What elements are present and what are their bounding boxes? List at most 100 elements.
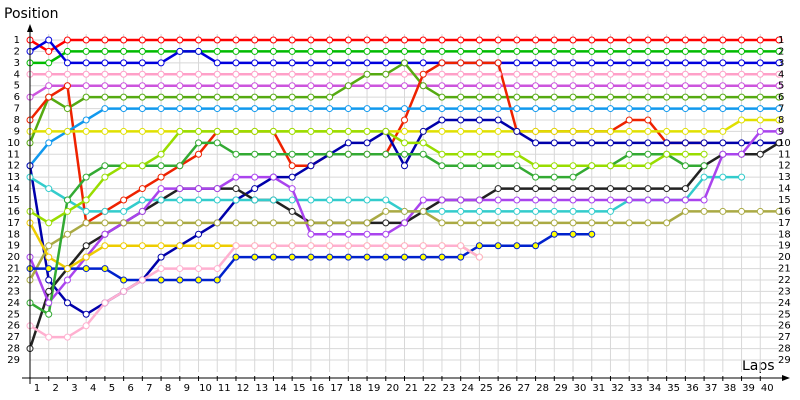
- point: [176, 47, 184, 55]
- point: [363, 59, 371, 67]
- point: [494, 242, 502, 250]
- point: [101, 59, 109, 67]
- point: [101, 36, 109, 44]
- point: [569, 230, 577, 238]
- x-tick-label: 34: [649, 383, 662, 394]
- point: [251, 253, 259, 261]
- x-tick-label: 7: [146, 383, 152, 394]
- point: [401, 105, 408, 113]
- point: [363, 105, 371, 113]
- y-tick-label-right: 29: [778, 355, 791, 366]
- point: [475, 162, 483, 170]
- point: [569, 185, 577, 193]
- point: [101, 162, 109, 170]
- point: [457, 162, 465, 170]
- point: [401, 162, 408, 170]
- point: [700, 105, 708, 113]
- point: [513, 70, 521, 78]
- y-tick-label-right: 21: [778, 264, 791, 275]
- point: [344, 139, 352, 147]
- y-tick-label: 8: [14, 115, 20, 126]
- point: [569, 36, 577, 44]
- point: [775, 59, 783, 67]
- point: [625, 82, 633, 90]
- point: [438, 162, 446, 170]
- point: [644, 139, 652, 147]
- point: [700, 139, 708, 147]
- point: [120, 162, 128, 170]
- x-tick-label: 30: [574, 383, 587, 394]
- point: [232, 127, 240, 135]
- point: [288, 105, 296, 113]
- point: [138, 127, 146, 135]
- point: [719, 93, 727, 101]
- point: [756, 47, 764, 55]
- point: [588, 162, 596, 170]
- point: [775, 127, 783, 135]
- y-tick-label: 28: [7, 344, 20, 355]
- point: [663, 219, 671, 227]
- y-tick-label: 27: [7, 332, 20, 343]
- point: [457, 219, 465, 227]
- point: [138, 82, 146, 90]
- point: [663, 70, 671, 78]
- point: [419, 139, 427, 147]
- point: [45, 276, 53, 284]
- point: [176, 93, 184, 101]
- point: [438, 47, 446, 55]
- point: [251, 185, 259, 193]
- point: [45, 127, 53, 135]
- point: [232, 196, 240, 204]
- point: [269, 253, 277, 261]
- point: [213, 36, 221, 44]
- x-tick-label: 11: [218, 383, 231, 394]
- point: [588, 82, 596, 90]
- point: [45, 242, 53, 250]
- point: [532, 59, 540, 67]
- point: [138, 36, 146, 44]
- point: [344, 82, 352, 90]
- point: [419, 36, 427, 44]
- point: [232, 253, 240, 261]
- point: [176, 82, 184, 90]
- point: [120, 59, 128, 67]
- point: [438, 93, 446, 101]
- point: [82, 36, 90, 44]
- point: [307, 105, 315, 113]
- y-tick-label-right: 13: [778, 172, 791, 183]
- point: [63, 59, 71, 67]
- point: [532, 173, 540, 181]
- y-tick-label-right: 26: [778, 321, 791, 332]
- point: [195, 127, 203, 135]
- y-tick-label: 7: [14, 104, 20, 115]
- point: [195, 265, 203, 273]
- point: [775, 93, 783, 101]
- point: [419, 196, 427, 204]
- point: [681, 105, 689, 113]
- y-tick-label: 23: [7, 286, 20, 297]
- point: [232, 70, 240, 78]
- point: [606, 105, 614, 113]
- point: [550, 59, 558, 67]
- y-tick-label: 1: [14, 35, 20, 46]
- point: [101, 219, 109, 227]
- point: [382, 207, 390, 215]
- x-tick-label: 4: [90, 383, 96, 394]
- y-tick-label: 4: [14, 69, 20, 80]
- point: [663, 196, 671, 204]
- point: [438, 36, 446, 44]
- point: [588, 230, 596, 238]
- point: [513, 242, 521, 250]
- point: [588, 93, 596, 101]
- point: [63, 70, 71, 78]
- point: [775, 139, 783, 147]
- x-tick-label: 10: [199, 383, 212, 394]
- point: [457, 93, 465, 101]
- point: [344, 59, 352, 67]
- x-tick-label: 38: [723, 383, 736, 394]
- point: [63, 276, 71, 284]
- point: [475, 93, 483, 101]
- point: [45, 36, 53, 44]
- y-tick-label: 25: [7, 309, 20, 320]
- x-tick-label: 22: [424, 383, 437, 394]
